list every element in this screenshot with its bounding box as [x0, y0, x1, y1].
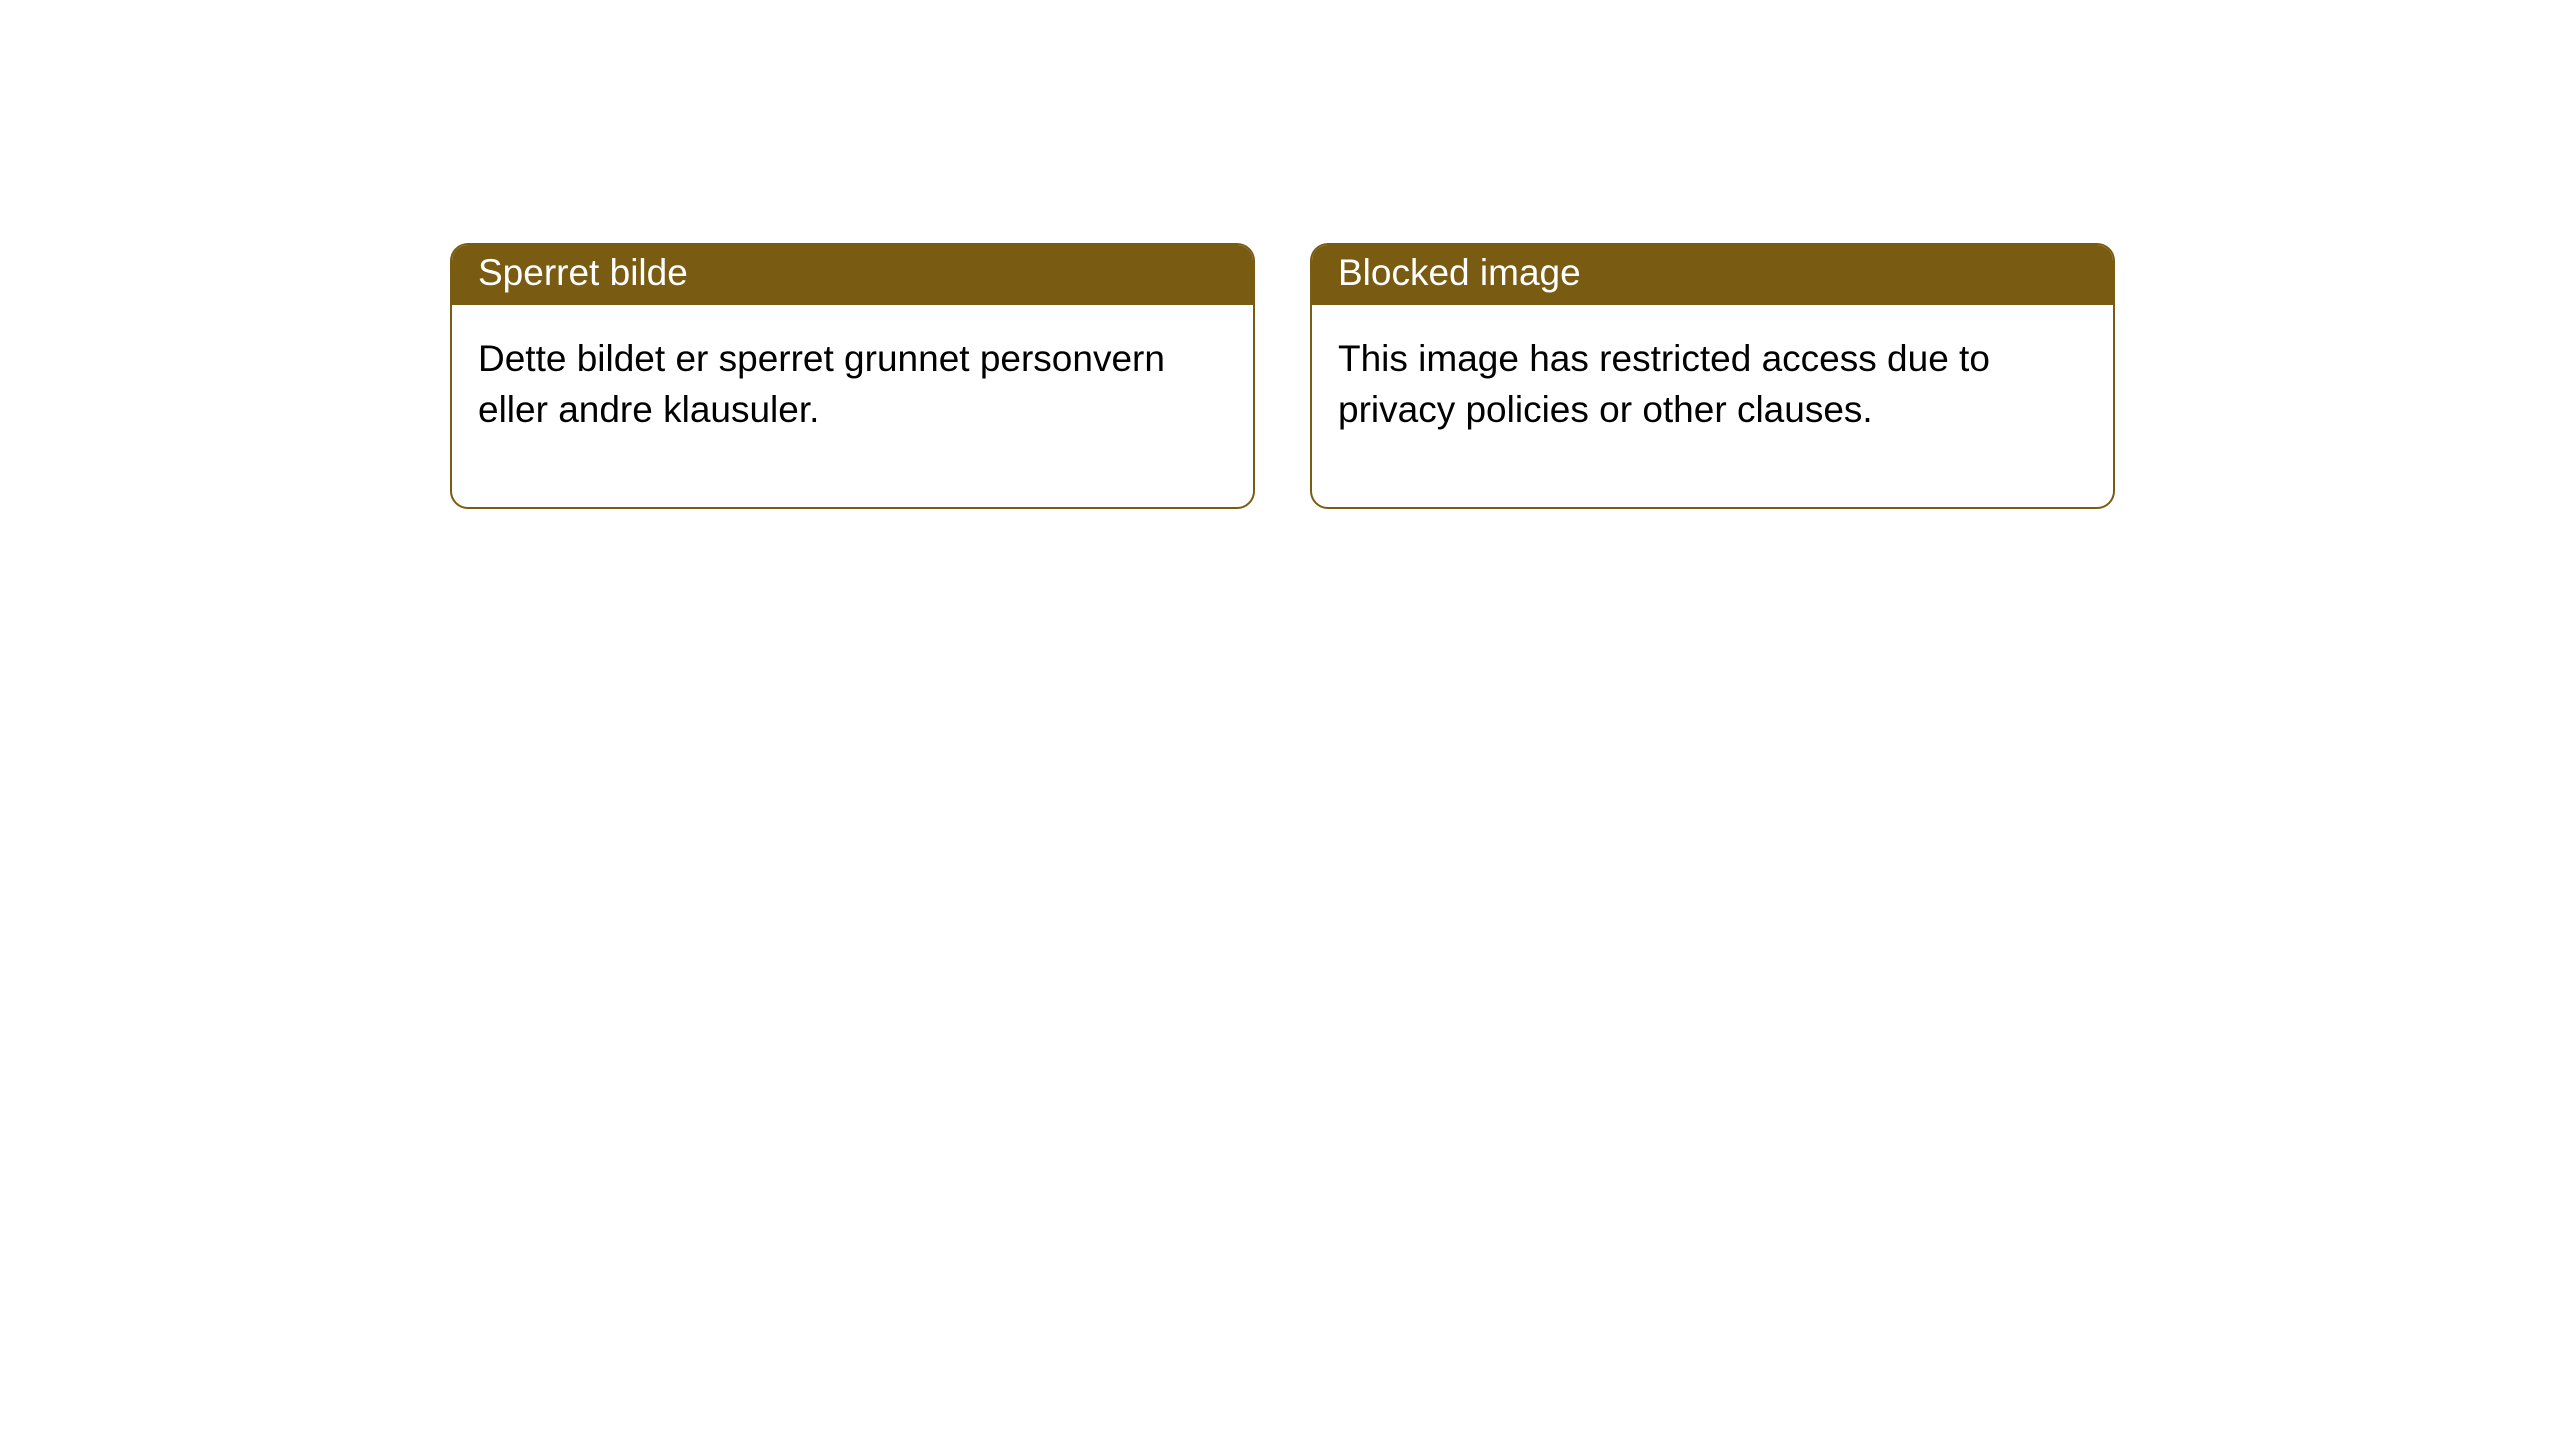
notice-header: Sperret bilde	[452, 245, 1253, 305]
notice-card-norwegian: Sperret bilde Dette bildet er sperret gr…	[450, 243, 1255, 509]
notice-header: Blocked image	[1312, 245, 2113, 305]
notice-body-text: Dette bildet er sperret grunnet personve…	[478, 338, 1165, 430]
notice-body: Dette bildet er sperret grunnet personve…	[452, 305, 1253, 507]
notice-body: This image has restricted access due to …	[1312, 305, 2113, 507]
notice-body-text: This image has restricted access due to …	[1338, 338, 1990, 430]
notice-container: Sperret bilde Dette bildet er sperret gr…	[0, 0, 2560, 509]
notice-card-english: Blocked image This image has restricted …	[1310, 243, 2115, 509]
notice-title: Blocked image	[1338, 252, 1581, 293]
notice-title: Sperret bilde	[478, 252, 688, 293]
